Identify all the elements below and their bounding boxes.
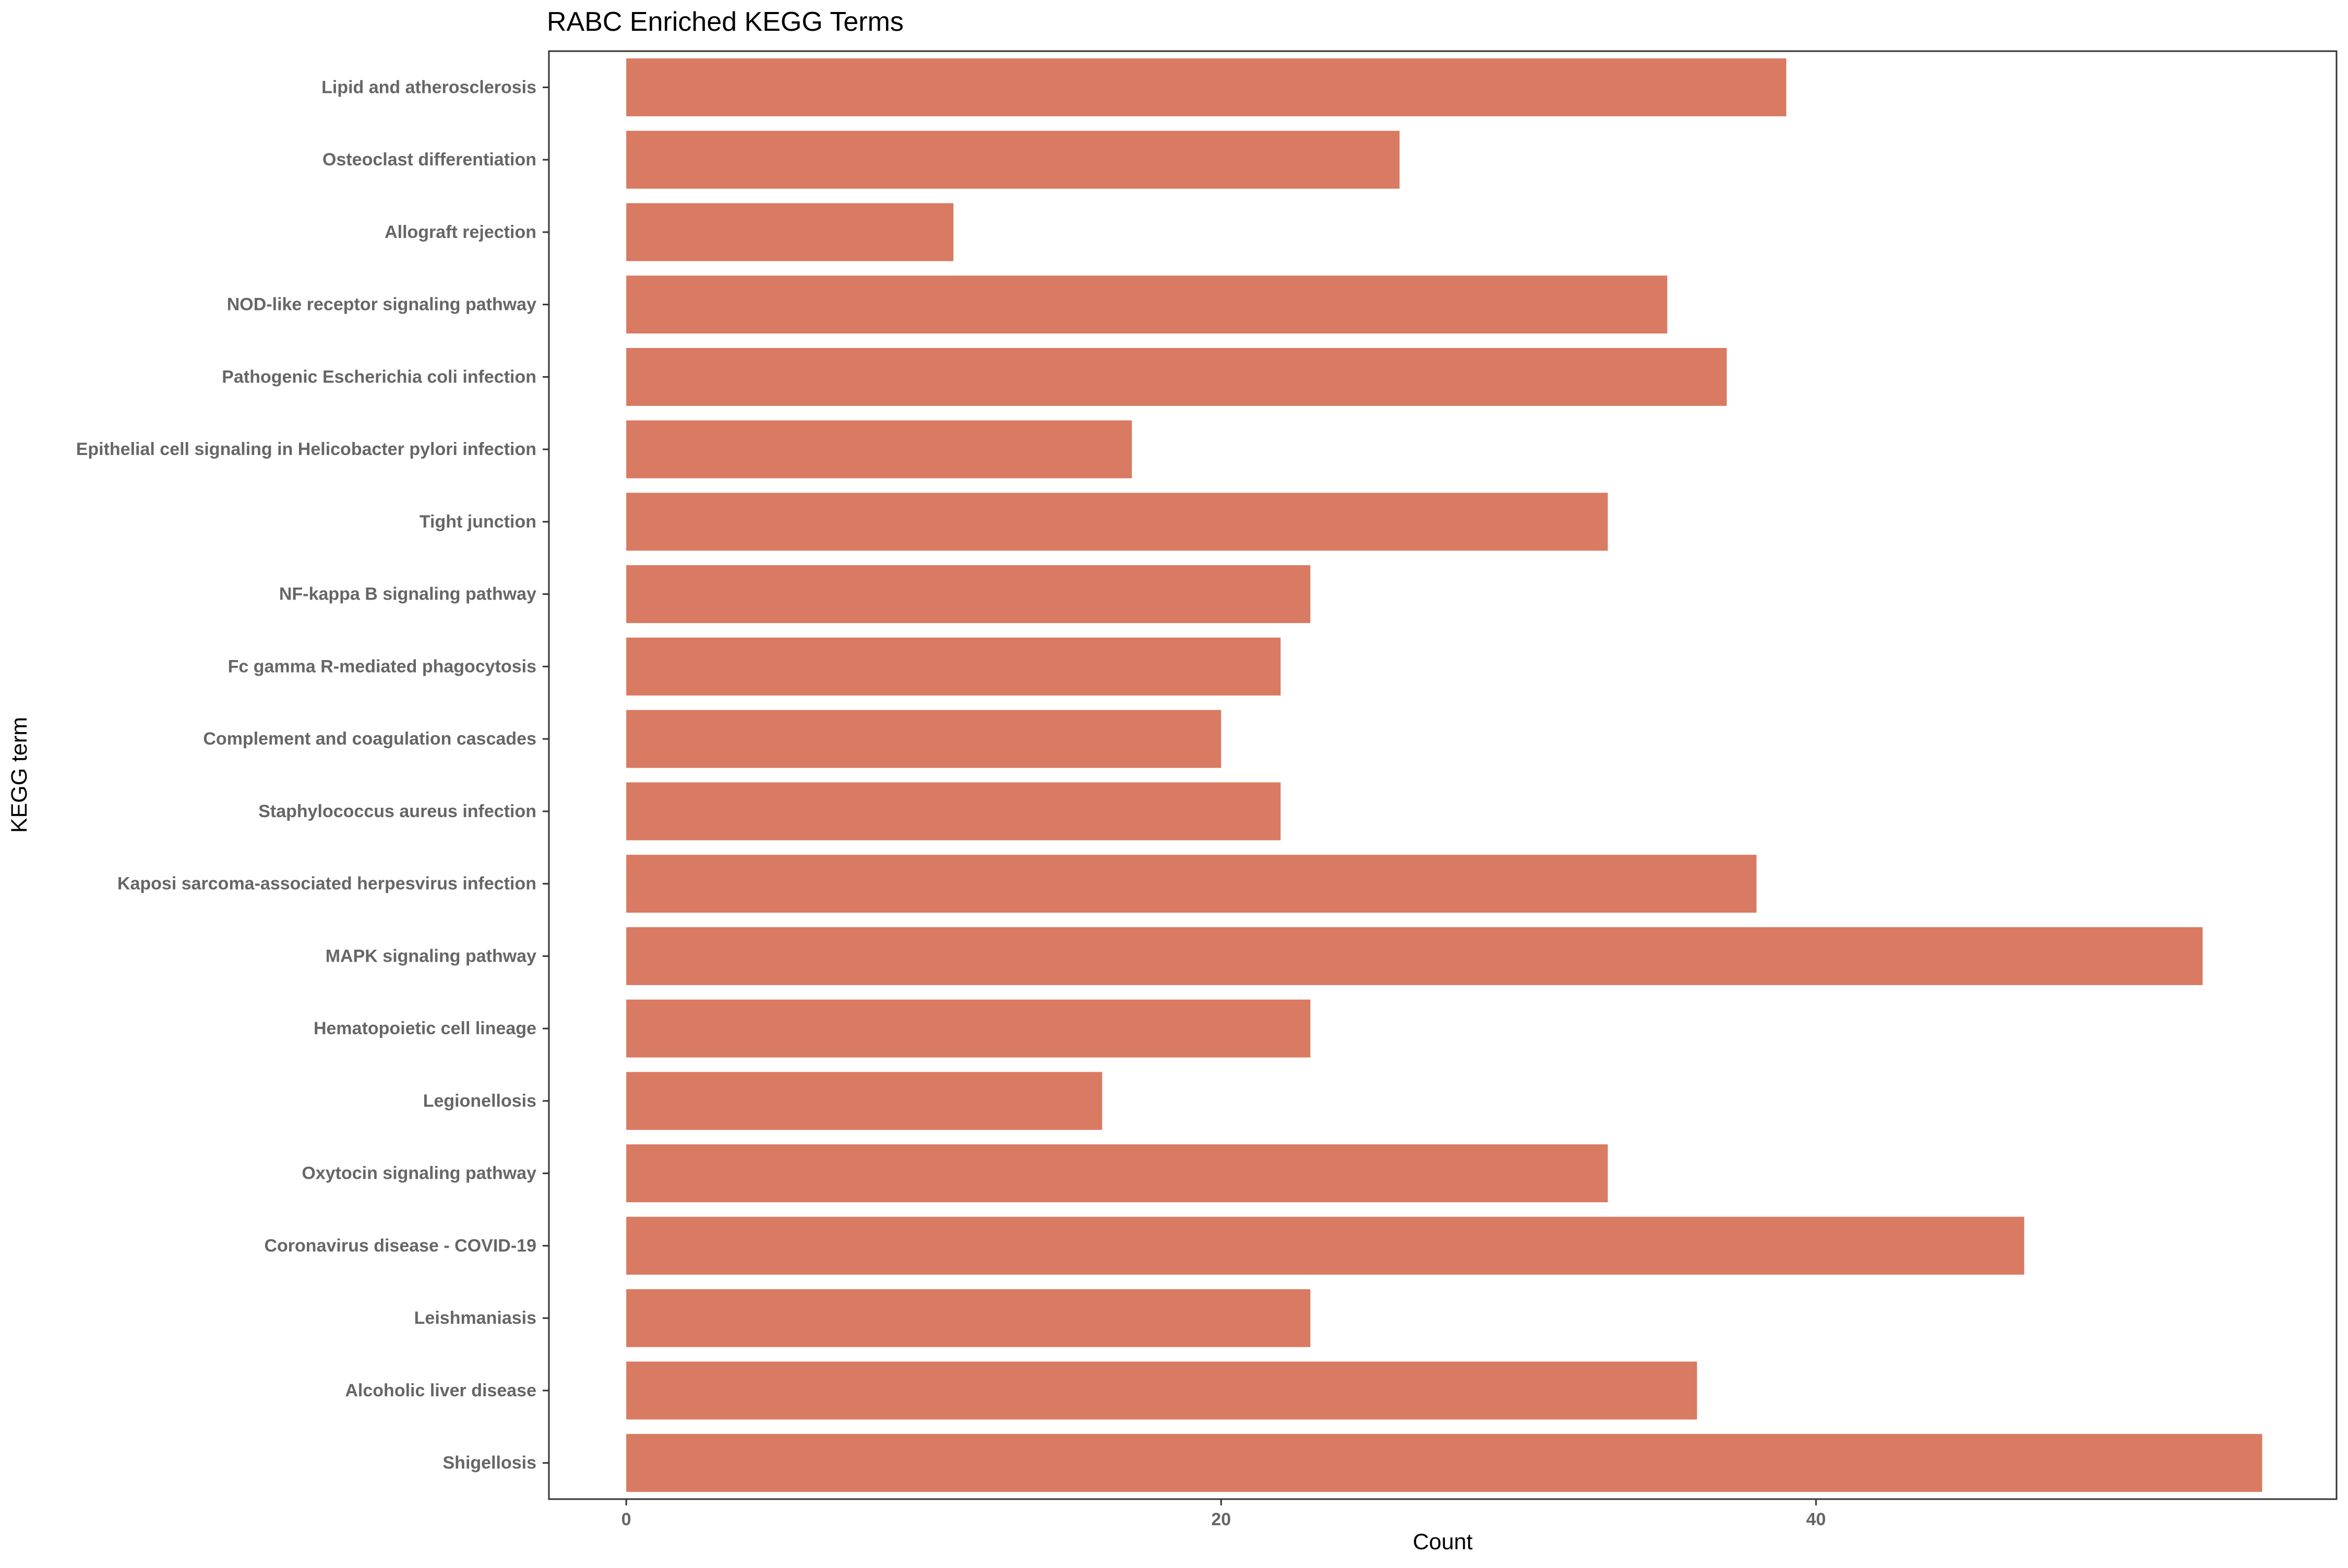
y-tick-label: Oxytocin signaling pathway: [302, 1164, 536, 1183]
bar: [626, 855, 1757, 913]
y-tick-label: Alcoholic liver disease: [345, 1381, 536, 1401]
chart-title: RABC Enriched KEGG Terms: [547, 7, 904, 37]
x-tick-label: 20: [1211, 1510, 1231, 1529]
y-tick-label: Coronavirus disease - COVID-19: [264, 1236, 536, 1255]
bar: [626, 493, 1608, 551]
y-tick-label: Allograft rejection: [385, 222, 536, 242]
x-tick-label: 0: [621, 1510, 631, 1529]
x-axis: 0 20 40: [621, 1499, 1826, 1529]
bar: [626, 710, 1221, 768]
bar: [626, 1072, 1103, 1130]
bar: [626, 1289, 1311, 1347]
y-tick-label: Epithelial cell signaling in Helicobacte…: [76, 439, 536, 459]
y-tick-label: MAPK signaling pathway: [326, 946, 536, 966]
bar: [626, 782, 1281, 841]
y-tick-label: Leishmaniasis: [414, 1308, 536, 1328]
y-tick-label: Shigellosis: [443, 1453, 537, 1473]
bar: [626, 927, 2203, 985]
y-tick-label: Pathogenic Escherichia coli infection: [222, 367, 536, 387]
y-tick-label: NF-kappa B signaling pathway: [279, 584, 536, 604]
bar: [626, 1434, 2262, 1492]
bar: [626, 1144, 1608, 1203]
bar: [626, 348, 1727, 406]
y-tick-label: Staphylococcus aureus infection: [258, 801, 536, 821]
y-tick-label: NOD-like receptor signaling pathway: [227, 295, 536, 315]
bar: [626, 565, 1311, 624]
y-tick-label: Complement and coagulation cascades: [203, 729, 536, 749]
bar: [626, 58, 1787, 116]
x-axis-title: Count: [1413, 1529, 1473, 1554]
y-axis-title: KEGG term: [7, 717, 32, 833]
bar: [626, 130, 1400, 189]
plot-panel-border: [548, 50, 2338, 1500]
bars-layer: [626, 58, 2262, 1492]
bar: [626, 276, 1668, 334]
y-tick-label: Lipid and atherosclerosis: [321, 77, 536, 97]
y-tick-label: Osteoclast differentiation: [322, 150, 536, 170]
y-tick-label: Legionellosis: [423, 1091, 536, 1111]
x-tick-label: 40: [1806, 1510, 1826, 1529]
bar: [626, 1216, 2024, 1275]
bar: [626, 420, 1132, 478]
bar: [626, 203, 954, 261]
y-tick-label: Fc gamma R-mediated phagocytosis: [228, 656, 536, 676]
bar: [626, 637, 1281, 696]
bar: [626, 1361, 1697, 1420]
y-tick-label: Tight junction: [420, 512, 536, 532]
y-tick-label: Hematopoietic cell lineage: [314, 1019, 536, 1038]
y-tick-label: Kaposi sarcoma-associated herpesvirus in…: [117, 874, 536, 894]
bar: [626, 999, 1311, 1058]
y-axis: Lipid and atherosclerosis Osteoclast diff…: [76, 77, 549, 1473]
